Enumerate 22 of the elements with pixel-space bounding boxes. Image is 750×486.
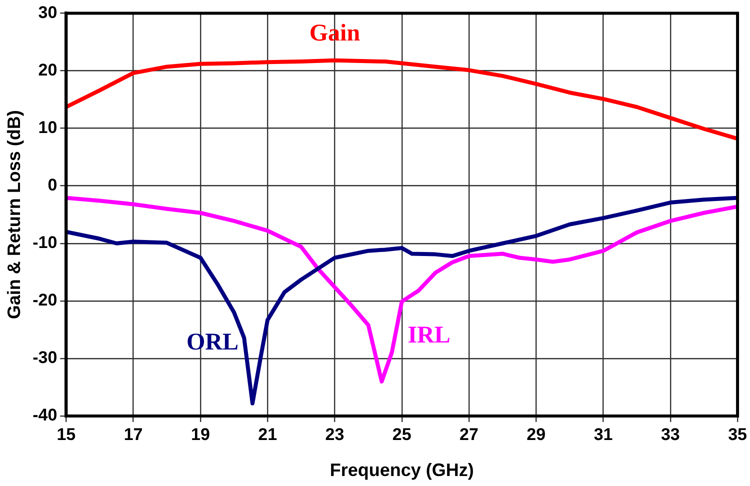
y-tick-label: -40 xyxy=(32,406,58,425)
x-tick-label: 31 xyxy=(594,424,613,444)
y-tick-label: 10 xyxy=(38,118,58,137)
y-axis-title: Gain & Return Loss (dB) xyxy=(4,110,24,320)
x-tick-label: 33 xyxy=(660,424,680,444)
x-axis-title: Frequency (GHz) xyxy=(330,460,474,480)
y-tick-label: -20 xyxy=(32,290,58,310)
y-tick-label: -10 xyxy=(32,233,58,252)
x-tick-label: 15 xyxy=(56,424,76,444)
x-tick-label: 19 xyxy=(190,424,210,444)
y-tick-label: -30 xyxy=(32,348,58,368)
x-tick-label: 23 xyxy=(325,424,344,444)
y-tick-label: 30 xyxy=(38,2,58,22)
y-tick-label: 20 xyxy=(38,60,58,80)
x-tick-label: 21 xyxy=(258,424,278,444)
x-tick-label: 27 xyxy=(460,424,478,444)
y-tick-label: 0 xyxy=(48,176,58,195)
x-tick-label: 25 xyxy=(392,424,412,444)
x-tick-label: 29 xyxy=(526,424,546,444)
x-tick-label: 17 xyxy=(124,424,143,444)
x-tick-label: 35 xyxy=(728,424,748,444)
series-label: IRL xyxy=(408,322,450,349)
